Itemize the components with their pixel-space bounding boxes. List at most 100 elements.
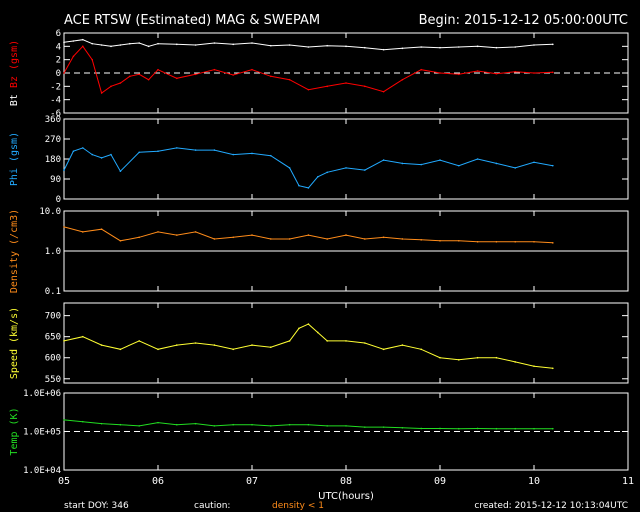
series-bz-point xyxy=(63,72,65,74)
series-temp-point xyxy=(63,419,65,421)
y-tick-label: 1.0E+04 xyxy=(23,466,61,476)
y-tick-label: 1.0E+06 xyxy=(23,389,61,399)
series-bz-point xyxy=(326,85,329,88)
series-temp-point xyxy=(82,420,84,423)
series-speed-point xyxy=(364,342,366,344)
y-tick-label: -4 xyxy=(50,96,61,106)
series-speed-point xyxy=(533,365,535,367)
series-phi-point xyxy=(514,167,516,169)
x-tick-label: 11 xyxy=(622,476,634,487)
series-phi-point xyxy=(307,187,310,189)
series-density-point xyxy=(345,234,347,236)
series-speed-point xyxy=(476,356,479,359)
panels: -6 -4 -2 0 2 4 6 Bt Bz (gsm) 0 90 180 270 360 Phi (gs… xyxy=(9,29,629,476)
panel-3: 0.1 1.0 10.0 Density (/cm3) xyxy=(9,207,629,297)
series-bz-point xyxy=(100,92,103,94)
series-speed-point xyxy=(157,348,159,351)
series-temp-point xyxy=(420,427,423,430)
series-phi-point xyxy=(100,157,103,159)
series-phi-point xyxy=(176,147,178,149)
series-temp-point xyxy=(514,427,516,430)
x-tick-label: 09 xyxy=(434,476,446,487)
series-density-point xyxy=(232,236,234,239)
series-density-point xyxy=(439,239,441,242)
series-temp-point xyxy=(364,426,366,428)
series-speed-point xyxy=(307,323,310,325)
begin-time: Begin: 2015-12-12 05:00:00UTC xyxy=(419,13,628,28)
series-speed-line xyxy=(63,323,553,369)
series-speed-point xyxy=(439,356,441,359)
series-temp-point xyxy=(401,426,404,429)
series-density-point xyxy=(176,234,178,236)
y-axis-label: Temp (K) xyxy=(9,407,20,455)
y-tick-label: -2 xyxy=(50,82,61,92)
series-temp-point xyxy=(476,427,479,430)
panel-2: 0 90 180 270 360 Phi (gsm) xyxy=(9,115,629,205)
series-phi-point xyxy=(82,147,84,149)
series-bt-point xyxy=(129,42,131,45)
series-bt-point xyxy=(138,42,140,44)
series-bt-point xyxy=(495,46,498,49)
y-axis-label: Density (/cm3) xyxy=(9,209,20,293)
panel-4: 550 600 650 700 Speed (km/s) xyxy=(9,302,629,385)
series-speed-point xyxy=(458,359,460,361)
series-speed-point xyxy=(326,340,329,342)
series-bt-point xyxy=(232,43,234,46)
series-bt-point xyxy=(157,42,159,45)
series-temp-point xyxy=(345,425,347,427)
series-bz-point xyxy=(176,77,178,80)
y-tick-label: 2 xyxy=(56,56,61,66)
series-speed-point xyxy=(251,344,253,346)
series-bz-point xyxy=(82,45,84,48)
series-bt-point xyxy=(82,38,84,41)
series-bz-point xyxy=(495,72,498,75)
series-bt-point xyxy=(476,45,479,48)
series-speed-point xyxy=(401,344,404,346)
series-bz-point xyxy=(420,68,423,71)
series-phi-line xyxy=(63,147,553,189)
y-tick-label: 1.0 xyxy=(45,247,61,257)
x-axis-label: UTC(hours) xyxy=(318,491,374,502)
x-tick-label: 10 xyxy=(528,476,540,487)
series-bz-point xyxy=(476,70,479,72)
series-phi-point xyxy=(439,159,441,161)
series-temp-point xyxy=(176,423,178,426)
series-density-point xyxy=(326,238,329,240)
series-speed-point xyxy=(514,361,516,363)
series-phi-point xyxy=(119,170,122,173)
series-bz-point xyxy=(345,82,347,84)
series-speed-point xyxy=(213,344,216,346)
series-bz-point xyxy=(147,78,150,81)
y-tick-label: 550 xyxy=(45,375,61,385)
series-bz-point xyxy=(514,70,516,73)
series-bt-point xyxy=(119,44,122,46)
y-tick-label: -6 xyxy=(50,109,61,119)
series-bt-point xyxy=(382,48,385,51)
series-bt-point xyxy=(514,46,516,48)
series-bt-point xyxy=(63,41,65,44)
series-bz-point xyxy=(194,73,197,76)
series-bt-point xyxy=(326,44,329,47)
series-temp-point xyxy=(307,423,310,426)
series-bz-point xyxy=(270,75,272,78)
caution-label: caution: xyxy=(194,501,230,511)
series-density-point xyxy=(420,239,423,241)
series-temp-point xyxy=(552,427,554,430)
series-bz-point xyxy=(110,85,112,88)
series-bt-point xyxy=(176,43,178,46)
series-speed-point xyxy=(317,331,319,334)
y-tick-label: 1.0E+05 xyxy=(23,428,61,438)
series-speed-point xyxy=(298,327,300,330)
y-tick-label: 90 xyxy=(50,175,61,185)
series-bt-point xyxy=(91,42,93,45)
y-axis-label: Bt Bz (gsm) xyxy=(9,40,20,106)
series-density-point xyxy=(552,242,554,244)
y-axis-label: Speed (km/s) xyxy=(9,307,20,379)
series-density-point xyxy=(495,240,498,243)
series-bt-point xyxy=(364,46,366,49)
series-bz-point xyxy=(552,71,554,74)
x-tick-label: 05 xyxy=(58,476,70,487)
series-bz-point xyxy=(401,78,404,81)
series-speed-point xyxy=(382,348,385,351)
series-bt-point xyxy=(110,45,112,48)
